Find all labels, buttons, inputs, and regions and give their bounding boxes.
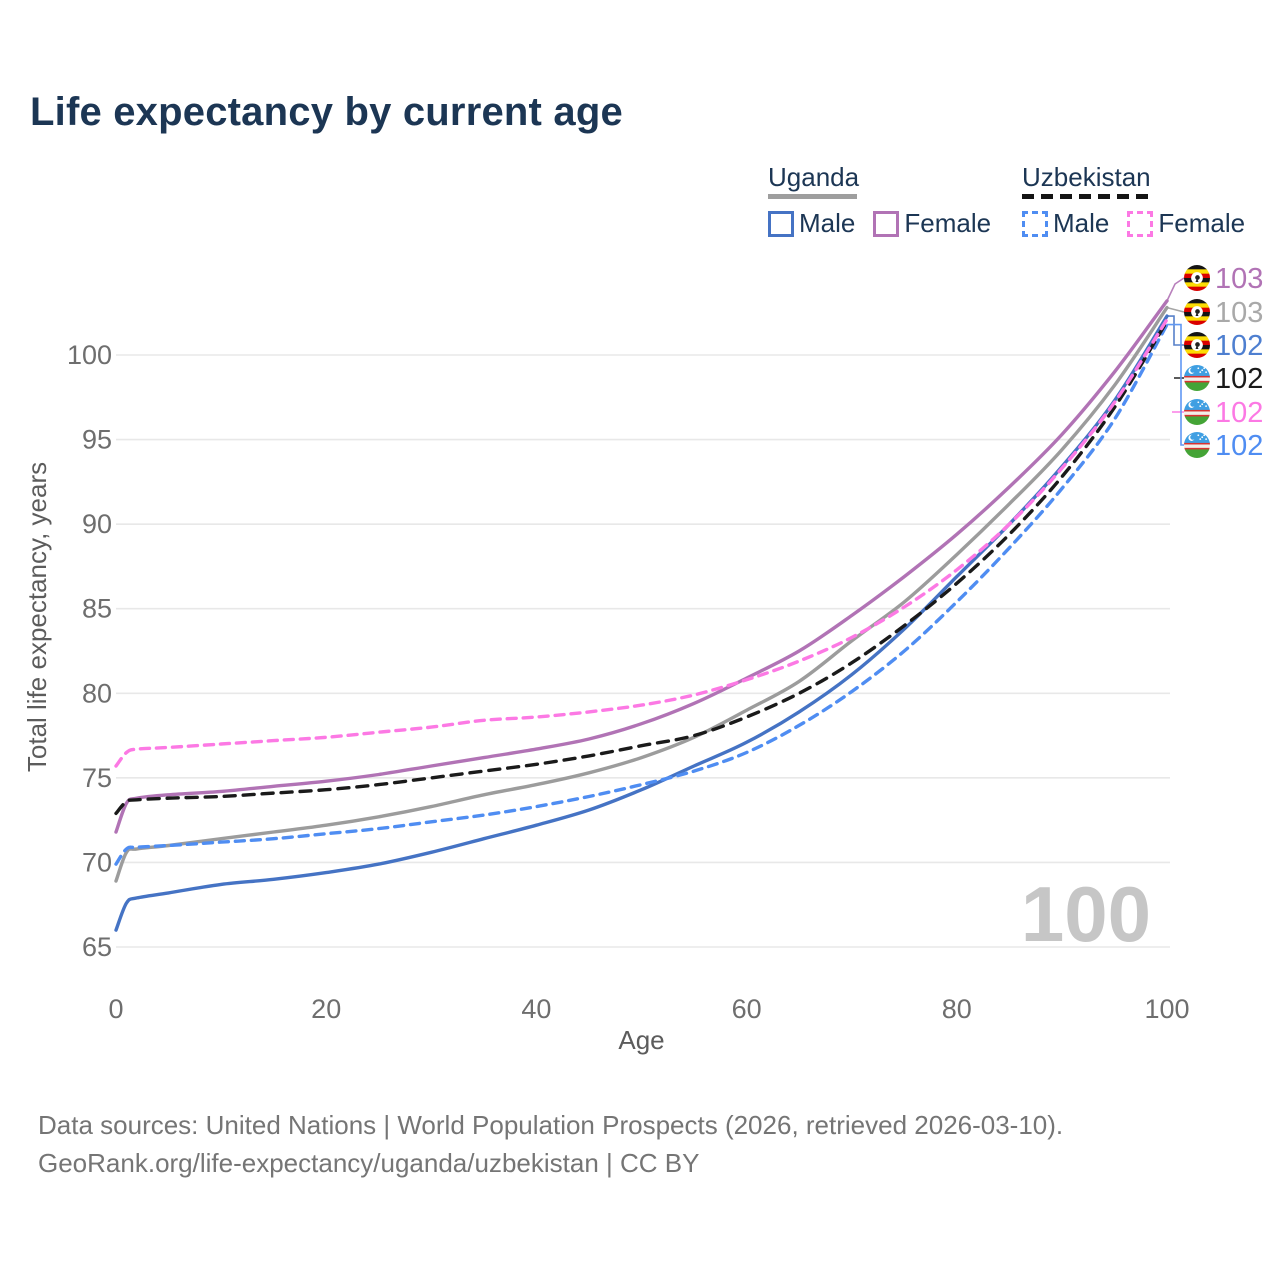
data-sources-line: Data sources: United Nations | World Pop… [38,1110,1064,1140]
x-tick-label: 60 [732,994,762,1024]
x-tick-label: 0 [108,994,123,1024]
end-label-leaders [1166,277,1185,446]
x-axis-title: Age [618,1025,664,1055]
x-axis-ticks: 0 20 40 60 80 100 [108,994,1189,1024]
legend-item-uzbekistan-male[interactable]: Male [1022,208,1109,239]
legend-item-label: Male [799,208,856,238]
source-url-line: GeoRank.org/life-expectancy/uganda/uzbek… [38,1148,700,1178]
legend-group-uzbekistan: Uzbekistan Male Female [1022,163,1245,239]
uzbekistan-flag-icon [1184,432,1210,458]
current-age-watermark: 100 [1021,870,1151,958]
uganda-solid-line-swatch [768,194,857,199]
uzbekistan-flag-icon [1184,399,1210,425]
gridlines [116,354,1170,948]
y-tick-label: 75 [82,763,112,793]
y-tick-label: 85 [82,594,112,624]
end-value-label: 102 [1215,330,1263,362]
legend-group-uganda: Uganda Male Female [768,163,991,239]
y-tick-label: 100 [67,340,112,370]
x-tick-label: 40 [521,994,551,1024]
legend-item-uzbekistan-female[interactable]: Female [1127,208,1245,239]
line-uzbekistan-both-sexes[interactable] [114,319,1169,816]
page-title: Life expectancy by current age [30,90,623,134]
uzbekistan-dashed-line-swatch [1022,194,1148,199]
legend-group-title-uzbekistan: Uzbekistan [1022,162,1151,192]
y-axis-title: Total life expectancy, years [22,462,52,772]
y-tick-label: 80 [82,678,112,708]
legend-group-title-uganda: Uganda [768,162,860,192]
line-uzbekistan-female[interactable] [114,317,1169,768]
line-uganda-both-sexes[interactable] [114,305,1169,883]
y-axis-ticks: 65 70 75 80 85 90 95 100 [67,340,112,962]
legend-item-label: Male [1053,208,1110,238]
uganda-male-swatch-icon [768,210,794,237]
line-uzbekistan-male[interactable] [114,322,1169,866]
end-value-label: 102 [1215,397,1263,429]
end-value-label: 103 [1215,263,1263,295]
end-value-label: 102 [1215,430,1263,462]
footer-attribution: Data sources: United Nations | World Pop… [38,1106,1063,1182]
x-tick-label: 100 [1144,994,1189,1024]
legend-item-uganda-male[interactable]: Male [768,208,855,239]
legend-item-uganda-female[interactable]: Female [873,208,991,239]
line-uganda-female[interactable] [114,299,1169,834]
x-tick-label: 80 [942,994,972,1024]
uzbekistan-male-swatch-icon [1022,210,1048,237]
y-tick-label: 95 [82,425,112,455]
uganda-flag-icon [1184,332,1210,358]
y-tick-label: 70 [82,847,112,877]
legend-item-label: Female [904,208,992,238]
x-tick-label: 20 [311,994,341,1024]
y-tick-label: 90 [82,509,112,539]
uganda-female-swatch-icon [873,210,900,237]
end-value-label: 102 [1215,363,1263,395]
y-tick-label: 65 [82,932,112,962]
end-value-label: 103 [1215,297,1263,329]
uzbekistan-flag-icon [1184,365,1210,391]
series-lines [114,299,1169,932]
uganda-flag-icon [1184,265,1210,291]
legend-item-label: Female [1158,208,1246,238]
uganda-flag-icon [1184,299,1210,325]
uzbekistan-female-swatch-icon [1127,210,1154,237]
